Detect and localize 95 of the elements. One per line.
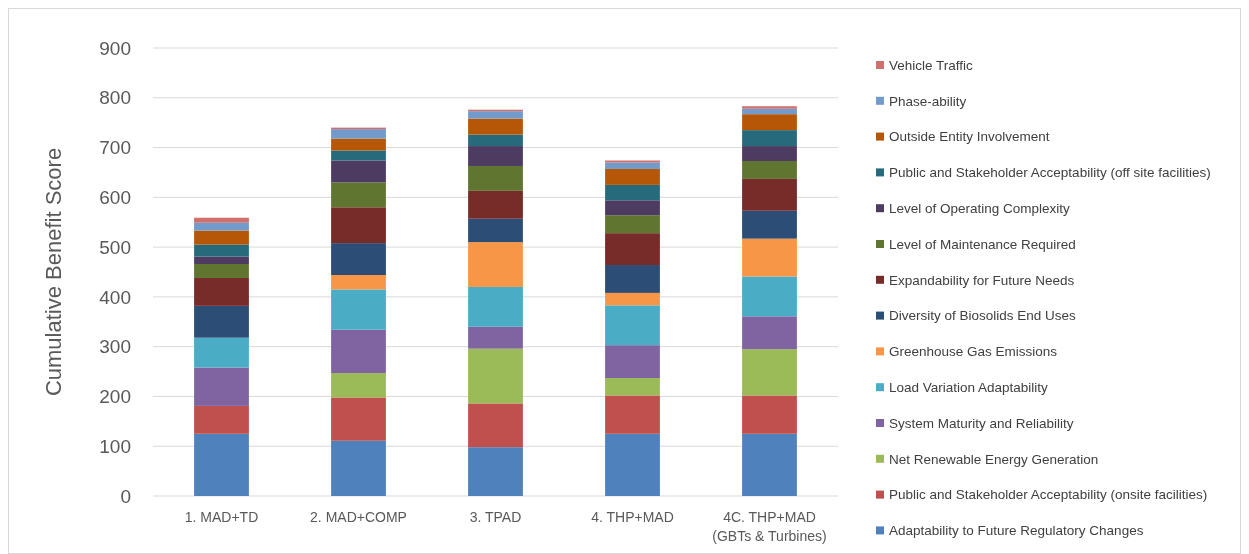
bar [605, 168, 660, 185]
legend-label: Diversity of Biosolids End Uses [889, 308, 1077, 324]
bar [331, 397, 386, 441]
bar [742, 276, 797, 317]
bar [194, 433, 249, 496]
bar [742, 106, 797, 109]
bar [331, 150, 386, 161]
legend-label: Net Renewable Energy Generation [889, 451, 1099, 467]
bar [468, 218, 523, 243]
bar [742, 210, 797, 239]
bar [742, 178, 797, 211]
x-tick-label: 4. THP+MAD [591, 509, 674, 525]
bar [331, 289, 386, 330]
bar [605, 215, 660, 234]
y-tick-label: 0 [120, 485, 131, 507]
y-tick-label: 900 [99, 37, 131, 59]
y-tick-label: 200 [99, 386, 131, 408]
bar [194, 277, 249, 306]
bar [468, 111, 523, 119]
y-tick-label: 700 [99, 137, 131, 159]
bar [194, 244, 249, 257]
x-tick-label: 3. TPAD [469, 509, 522, 525]
legend-label: Public and Stakeholder Acceptability (off site facilities) [889, 165, 1211, 181]
bar [468, 403, 523, 448]
bar [468, 286, 523, 327]
bar [331, 274, 386, 290]
bar [605, 200, 660, 216]
bar [468, 134, 523, 147]
bar [605, 184, 660, 201]
bar [742, 130, 797, 147]
bar [605, 433, 660, 496]
bar [742, 349, 797, 396]
legend-label: Level of Operating Complexity [889, 200, 1071, 216]
bar [742, 161, 797, 179]
legend-label: Public and Stakeholder Acceptability (onsite facilities) [889, 487, 1208, 503]
y-tick-label: 600 [99, 186, 131, 208]
y-tick-label: 400 [99, 286, 131, 308]
bar [742, 114, 797, 131]
bar [331, 138, 386, 151]
legend-label: Adaptability to Future Regulatory Changes [889, 523, 1144, 539]
x-tick-label: 4C. THP+MAD (GBTs & Turbines) [712, 509, 827, 544]
legend-label: Greenhouse Gas Emissions [889, 344, 1058, 360]
bar [468, 447, 523, 496]
legend-label: Level of Maintenance Required [889, 236, 1076, 252]
bar [194, 217, 249, 223]
bar [742, 433, 797, 496]
bar [331, 440, 386, 496]
y-tick-label: 100 [99, 435, 131, 457]
bar [331, 207, 386, 244]
bar [605, 292, 660, 306]
bar [605, 378, 660, 396]
y-tick-label: 300 [99, 336, 131, 358]
bar [605, 305, 660, 346]
bar [742, 146, 797, 161]
x-tick-label: 1. MAD+TD [184, 509, 259, 525]
bar [331, 329, 386, 374]
bar [468, 146, 523, 166]
y-tick-label: 800 [99, 87, 131, 109]
legend-label: Outside Entity Involvement [889, 129, 1050, 145]
bar [194, 222, 249, 231]
bar [605, 233, 660, 266]
bar [468, 190, 523, 219]
bar [194, 367, 249, 406]
bar [331, 129, 386, 139]
bar [194, 305, 249, 338]
bar [194, 256, 249, 265]
bar [331, 243, 386, 275]
bar [468, 242, 523, 287]
bar [742, 108, 797, 115]
legend-label: Vehicle Traffic [889, 57, 974, 73]
bar [605, 265, 660, 293]
y-tick-label: 500 [99, 236, 131, 258]
bar [331, 373, 386, 398]
legend-label: Load Variation Adaptability [889, 379, 1049, 395]
legend-label: System Maturity and Reliability [889, 415, 1074, 431]
bar [605, 162, 660, 169]
bar [468, 118, 523, 135]
bar [194, 264, 249, 278]
bar [331, 182, 386, 208]
bar [742, 316, 797, 350]
bar [468, 326, 523, 349]
bar [468, 348, 523, 404]
bar [742, 395, 797, 434]
bar [194, 230, 249, 245]
bar [331, 160, 386, 183]
bar [605, 395, 660, 434]
x-tick-label: 2. MAD+COMP [310, 509, 407, 525]
bar [742, 238, 797, 277]
bar [194, 337, 249, 368]
y-axis-title: Cumulative Benefit Score [41, 147, 66, 397]
bar [194, 405, 249, 434]
bar [605, 345, 660, 379]
bar [468, 165, 523, 191]
legend-label: Phase-ability [889, 93, 967, 109]
legend-label: Expandability for Future Needs [889, 272, 1075, 288]
